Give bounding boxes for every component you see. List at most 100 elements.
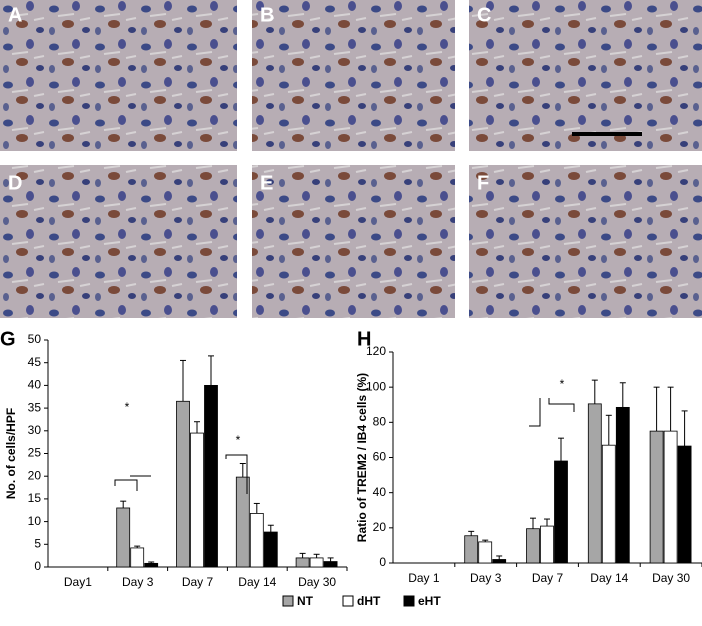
x-tick-label: Day 3 bbox=[470, 571, 502, 585]
error-bar bbox=[313, 553, 320, 558]
legend-label: NT bbox=[297, 594, 314, 608]
bar bbox=[323, 561, 338, 568]
y-tick-label: 120 bbox=[366, 344, 386, 358]
bar bbox=[130, 547, 145, 568]
bar bbox=[263, 531, 278, 568]
significance-bracket bbox=[225, 454, 248, 494]
bar bbox=[249, 513, 264, 568]
y-tick-label: 60 bbox=[373, 450, 387, 464]
error-bar bbox=[681, 410, 688, 447]
error-bar bbox=[134, 545, 141, 548]
error-bar bbox=[544, 518, 550, 527]
significance-mark: * bbox=[236, 433, 241, 447]
micrographs: A B C D E F bbox=[0, 0, 702, 318]
error-bar bbox=[619, 382, 626, 408]
x-tick-label: Day 30 bbox=[298, 575, 336, 589]
error-bar bbox=[267, 524, 274, 533]
panel-label: G bbox=[0, 328, 16, 350]
y-tick-label: 25 bbox=[28, 446, 42, 460]
y-tick-label: 10 bbox=[28, 514, 42, 528]
micrograph bbox=[252, 0, 455, 151]
bar bbox=[554, 460, 568, 564]
bar bbox=[478, 541, 493, 564]
bar bbox=[492, 559, 507, 564]
bar bbox=[615, 406, 630, 564]
bar bbox=[601, 444, 616, 564]
y-tick-label: 40 bbox=[373, 485, 387, 499]
panel-label: C bbox=[477, 4, 491, 26]
error-bar bbox=[605, 414, 612, 446]
significance-bracket bbox=[529, 398, 541, 427]
y-axis-label: No. of cells/HPF bbox=[4, 408, 18, 499]
bar bbox=[663, 430, 678, 564]
significance-mark: * bbox=[560, 377, 565, 391]
bar bbox=[540, 525, 554, 564]
x-tick-label: Day 14 bbox=[238, 575, 276, 589]
error-bar bbox=[253, 502, 260, 514]
bar bbox=[144, 562, 159, 568]
legend-swatch bbox=[282, 595, 294, 607]
error-bar bbox=[496, 555, 503, 560]
bar bbox=[116, 507, 131, 568]
error-bar bbox=[327, 557, 334, 562]
panel-label: F bbox=[477, 172, 489, 194]
error-bar bbox=[653, 386, 660, 432]
y-tick-label: 20 bbox=[373, 520, 387, 534]
legend-swatch bbox=[403, 595, 415, 607]
y-tick-label: 20 bbox=[28, 468, 42, 482]
y-tick-label: 100 bbox=[366, 379, 386, 393]
y-axis-label: Ratio of TREM2 / IB4 cells (%) bbox=[355, 373, 369, 542]
error-bar bbox=[194, 421, 200, 434]
panel-label: A bbox=[8, 4, 22, 26]
micrograph bbox=[469, 0, 702, 151]
y-tick-label: 5 bbox=[34, 536, 41, 550]
bar bbox=[587, 403, 602, 564]
panel-label: D bbox=[8, 172, 22, 194]
significance-bracket bbox=[548, 398, 575, 412]
x-tick-label: Day 7 bbox=[532, 571, 564, 585]
error-bar bbox=[299, 552, 306, 558]
error-bar bbox=[558, 437, 564, 462]
error-bar bbox=[482, 539, 489, 542]
legend-label: dHT bbox=[357, 594, 381, 608]
error-bar bbox=[530, 517, 536, 529]
y-tick-label: 80 bbox=[373, 415, 387, 429]
y-tick-label: 0 bbox=[34, 559, 41, 573]
panel-label: B bbox=[260, 4, 274, 26]
micrograph bbox=[0, 165, 237, 318]
x-tick-label: Day 7 bbox=[182, 575, 214, 589]
panel-label: E bbox=[260, 172, 273, 194]
x-tick-label: Day 3 bbox=[122, 575, 154, 589]
error-bar bbox=[208, 355, 214, 386]
panel-label: H bbox=[357, 328, 371, 350]
error-bar bbox=[667, 386, 674, 432]
micrograph bbox=[252, 165, 455, 318]
bar bbox=[677, 445, 692, 564]
x-tick-label: Day 30 bbox=[652, 571, 690, 585]
y-tick-label: 15 bbox=[28, 491, 42, 505]
y-tick-label: 35 bbox=[28, 400, 42, 414]
bar bbox=[649, 430, 664, 564]
bar bbox=[526, 528, 540, 564]
error-bar bbox=[591, 379, 598, 404]
micrograph bbox=[0, 0, 237, 151]
bar bbox=[295, 557, 310, 568]
error-bar bbox=[239, 462, 246, 478]
significance-mark: * bbox=[125, 400, 130, 414]
y-tick-label: 30 bbox=[28, 423, 42, 437]
bar bbox=[190, 432, 204, 568]
y-tick-label: 45 bbox=[28, 355, 42, 369]
bar bbox=[176, 400, 190, 568]
bar bbox=[309, 557, 324, 568]
legend-swatch bbox=[342, 595, 354, 607]
error-bar bbox=[148, 561, 155, 564]
bar bbox=[464, 535, 479, 564]
legend-label: eHT bbox=[418, 594, 441, 608]
error-bar bbox=[468, 530, 475, 536]
y-tick-label: 40 bbox=[28, 378, 42, 392]
x-tick-label: Day 1 bbox=[408, 571, 440, 585]
error-bar bbox=[180, 359, 186, 402]
x-tick-label: Day 14 bbox=[590, 571, 628, 585]
x-tick-label: Day1 bbox=[64, 575, 92, 589]
